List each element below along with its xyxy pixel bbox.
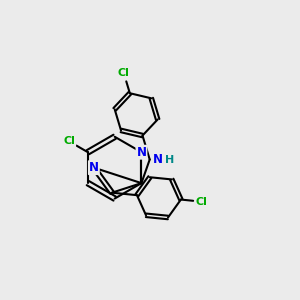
Text: N: N xyxy=(136,146,146,159)
Text: Cl: Cl xyxy=(118,68,130,79)
Text: N: N xyxy=(89,161,99,174)
Text: Cl: Cl xyxy=(196,196,207,207)
Text: N: N xyxy=(153,153,163,166)
Text: H: H xyxy=(165,155,174,165)
Text: Cl: Cl xyxy=(63,136,75,146)
